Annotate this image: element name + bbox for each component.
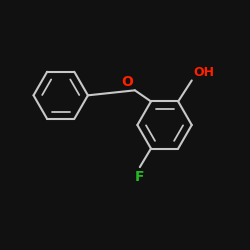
Text: O: O <box>121 75 133 89</box>
Text: OH: OH <box>193 66 214 79</box>
Text: F: F <box>135 170 144 183</box>
